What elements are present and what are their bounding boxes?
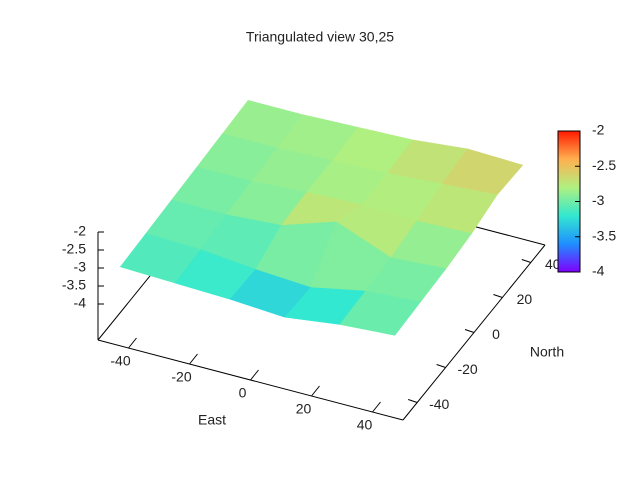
- z-tick-label: -2: [74, 223, 87, 239]
- y-tick-label: 0: [492, 326, 500, 342]
- colorbar-tick-label: -3: [592, 192, 605, 208]
- colorbar-tick-label: -2.5: [592, 157, 616, 173]
- x-tick-label: 0: [239, 385, 247, 401]
- y-axis-label: North: [530, 344, 564, 360]
- z-tick-label: -3: [74, 259, 87, 275]
- x-tick: [372, 401, 381, 413]
- surface-patch: [339, 290, 421, 336]
- y-tick-label: -20: [457, 361, 477, 377]
- x-tick: [311, 385, 320, 397]
- x-tick: [250, 369, 259, 381]
- x-tick-label: -40: [110, 353, 130, 369]
- x-tick-label: 20: [296, 401, 312, 417]
- colorbar-tick-label: -2: [592, 122, 605, 138]
- y-tick: [521, 259, 531, 263]
- y-tick-label: -40: [429, 396, 449, 412]
- y-tick: [408, 399, 418, 403]
- colorbar-tick-label: -3.5: [592, 227, 616, 243]
- z-tick-label: -4: [74, 295, 87, 311]
- x-tick-label: -20: [171, 369, 191, 385]
- x-tick-label: 40: [357, 417, 373, 433]
- x-axis-label: East: [198, 412, 226, 428]
- colorbar-tick-label: -4: [592, 263, 605, 279]
- z-tick-label: -3.5: [62, 277, 86, 293]
- x-tick: [189, 353, 198, 365]
- x-tick: [128, 337, 137, 349]
- y-tick-label: 20: [517, 291, 533, 307]
- chart-title: Triangulated view 30,25: [246, 29, 394, 45]
- y-tick-label: 40: [545, 256, 561, 272]
- y-tick: [493, 294, 503, 298]
- z-tick-label: -2.5: [62, 241, 86, 257]
- y-tick: [436, 364, 446, 368]
- y-tick: [464, 329, 475, 333]
